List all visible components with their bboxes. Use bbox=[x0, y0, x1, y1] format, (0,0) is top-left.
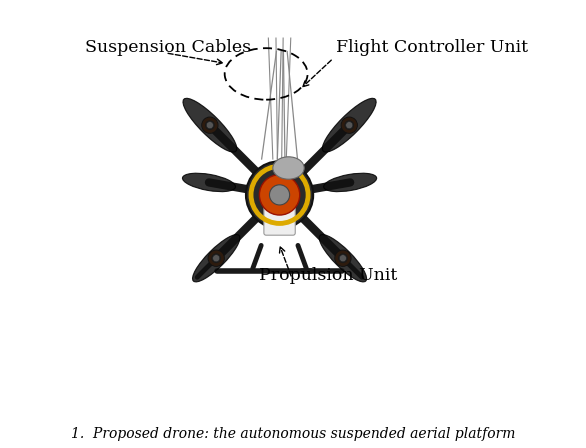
Circle shape bbox=[246, 161, 313, 228]
Circle shape bbox=[335, 250, 351, 266]
Ellipse shape bbox=[322, 98, 376, 152]
Text: Propulsion Unit: Propulsion Unit bbox=[260, 267, 398, 284]
Circle shape bbox=[202, 117, 218, 133]
Circle shape bbox=[270, 185, 289, 205]
Ellipse shape bbox=[183, 98, 237, 152]
Circle shape bbox=[346, 121, 353, 129]
Circle shape bbox=[260, 175, 299, 215]
Circle shape bbox=[213, 254, 220, 262]
Circle shape bbox=[206, 121, 213, 129]
Text: Flight Controller Unit: Flight Controller Unit bbox=[336, 39, 527, 56]
Circle shape bbox=[339, 254, 346, 262]
Ellipse shape bbox=[273, 157, 304, 179]
Ellipse shape bbox=[182, 173, 236, 192]
Ellipse shape bbox=[323, 173, 377, 192]
Ellipse shape bbox=[193, 235, 240, 282]
Text: Suspension Cables: Suspension Cables bbox=[85, 39, 251, 56]
Circle shape bbox=[341, 117, 357, 133]
Ellipse shape bbox=[319, 235, 367, 282]
FancyBboxPatch shape bbox=[264, 202, 295, 235]
Circle shape bbox=[208, 250, 224, 266]
Text: 1.  Proposed drone: the autonomous suspended aerial platform: 1. Proposed drone: the autonomous suspen… bbox=[71, 427, 515, 441]
